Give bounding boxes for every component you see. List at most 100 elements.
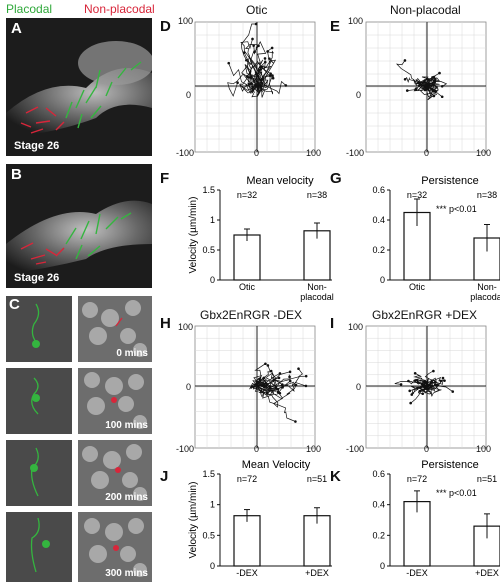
cell-track (394, 381, 428, 387)
track-end (253, 50, 256, 54)
y-axis-label: Velocity (µm/min) (188, 482, 199, 559)
y-tick-label: 0.4 (372, 500, 385, 510)
bar-chart-g: Persistence 0 0.2 0.4 0.6 n=32 Otic n=38 Non-pla… (372, 175, 500, 302)
track-end (270, 46, 274, 50)
n-label: n=72 (237, 474, 257, 484)
panel-label-f: F (160, 170, 170, 187)
cell-track (426, 381, 436, 396)
y-tick-label: 0.2 (372, 245, 385, 255)
cell-track (256, 51, 272, 92)
tick-i-yzero: 0 (424, 444, 430, 454)
tick-h-yzero: 0 (254, 444, 260, 454)
n-label: n=51 (477, 474, 497, 484)
track-end (413, 371, 417, 375)
y-tick-label: 0 (380, 561, 385, 571)
cell-track (426, 76, 436, 88)
significance-label: *** p<0.01 (436, 204, 477, 214)
tick-i-zero: 0 (356, 382, 362, 392)
track-end (421, 392, 424, 396)
timelapse-c-2-left (6, 440, 72, 506)
track-end (264, 362, 267, 366)
track-end (276, 390, 280, 394)
track-end (288, 379, 292, 383)
track-end (271, 76, 275, 80)
track-title-d: Otic (246, 3, 268, 17)
tick-d-right: 100 (306, 148, 322, 158)
timelapse-c-1-left (6, 368, 72, 434)
cell-track (256, 385, 277, 399)
legend-non-placodal: Non-placodal (84, 2, 155, 16)
chart-title: Persistence (421, 175, 478, 187)
track-end (441, 376, 445, 380)
track-end (407, 379, 410, 383)
track-end (242, 51, 246, 54)
track-end (263, 57, 267, 60)
timelapse-c-3-left (6, 512, 72, 582)
micrograph-a: A Stage 26 (6, 18, 152, 156)
timelapse-c-2-right: 200 mins (78, 440, 152, 506)
stage-label-b: Stage 26 (14, 272, 60, 284)
category-label: Otic (409, 282, 426, 292)
chart-title: Mean velocity (246, 175, 314, 187)
y-tick-label: 0.2 (372, 530, 385, 540)
panel-label-h: H (160, 315, 171, 332)
track-end (266, 364, 270, 367)
cell-track (410, 385, 428, 404)
y-tick-label: 0.6 (372, 185, 385, 195)
cell-track (244, 64, 269, 87)
track-end (418, 81, 422, 85)
track-end (278, 372, 282, 375)
track-end (269, 369, 273, 373)
time-label: 200 mins (105, 492, 148, 503)
cell-track (251, 385, 284, 408)
bar (303, 230, 331, 281)
panel-label-a: A (11, 20, 22, 37)
cell-track (411, 381, 429, 395)
tick-e-zero: 0 (356, 90, 362, 100)
tick-h-right: 100 (306, 444, 322, 454)
track-end (451, 390, 455, 393)
track-end (277, 376, 281, 380)
cell-track (256, 385, 296, 422)
track-plot-otic (194, 21, 316, 153)
y-tick-label: 0.6 (372, 469, 385, 479)
track-end (247, 82, 251, 86)
bar (233, 515, 261, 567)
cell-track (252, 382, 281, 395)
track-plot-non-placodal (365, 21, 487, 153)
y-tick-label: 1.5 (202, 185, 215, 195)
track-end (245, 75, 249, 78)
track-end (304, 384, 308, 388)
cell-track (422, 370, 437, 387)
cell-track (426, 376, 445, 387)
y-axis-label: Velocity (µm/min) (188, 197, 199, 274)
track-end (443, 379, 446, 382)
track-end (288, 370, 292, 374)
tick-h-zero: 0 (186, 382, 192, 392)
n-label: n=32 (407, 190, 427, 200)
micrograph-a-image (6, 18, 152, 156)
legend-placodal: Placodal (6, 2, 53, 16)
panel-label-g: G (330, 170, 342, 187)
timelapse-image (84, 518, 147, 577)
category-label: Non- (307, 282, 327, 292)
timelapse-c-3-right: 300 mins (78, 512, 152, 582)
track-end (410, 393, 414, 396)
tick-e-right: 100 (476, 148, 492, 158)
track-end (432, 369, 435, 373)
track-end (268, 386, 272, 389)
cell-track (256, 75, 273, 98)
track-end (403, 78, 407, 81)
n-label: n=38 (307, 190, 327, 200)
category-label: +DEX (475, 568, 499, 578)
category-label: -DEX (236, 568, 258, 578)
tick-e-yzero: 0 (424, 148, 430, 158)
track-end (431, 76, 434, 79)
cell-track (426, 85, 439, 101)
track-end (294, 420, 297, 423)
cell-track (409, 385, 428, 395)
y-tick-label: 1 (210, 215, 215, 225)
